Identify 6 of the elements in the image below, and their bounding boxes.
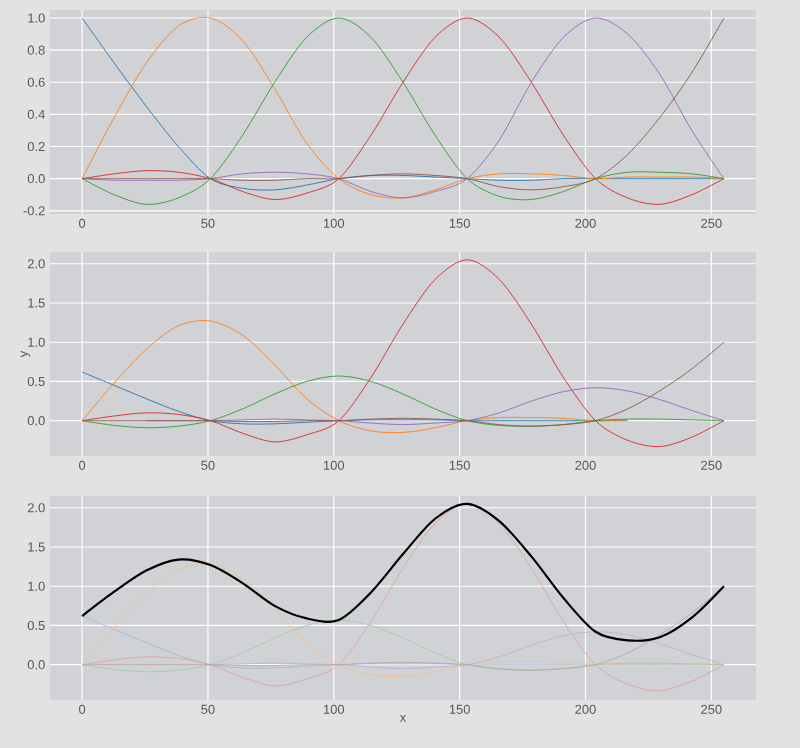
line-series <box>81 503 725 692</box>
line-series <box>81 341 725 427</box>
line-series <box>81 259 725 448</box>
line-series <box>80 502 726 642</box>
line-series <box>81 375 725 429</box>
line-series <box>81 320 629 434</box>
